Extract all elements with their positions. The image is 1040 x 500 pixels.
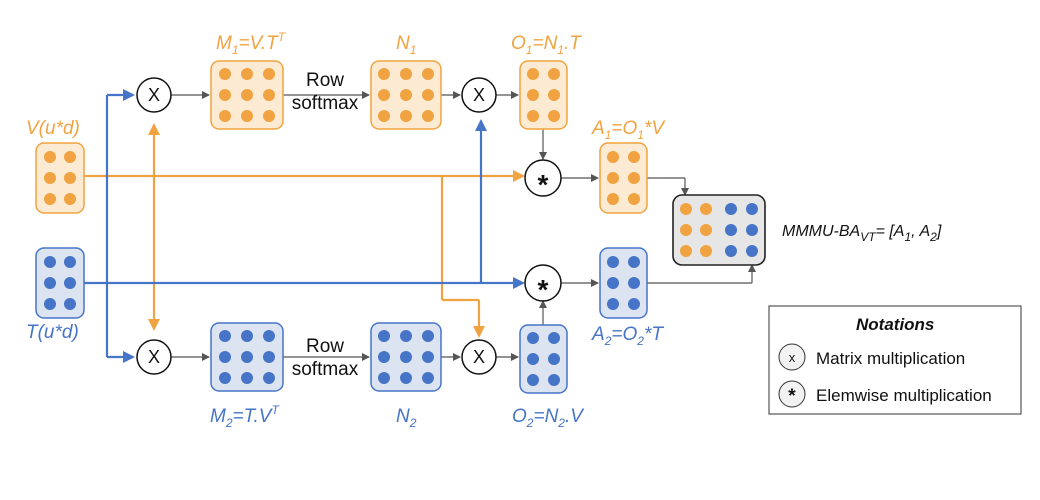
blue-connectors — [84, 89, 525, 363]
matmul-node-bottom-right: X — [461, 339, 497, 375]
gray-connectors — [171, 91, 756, 361]
legend-matmul-symbol: x — [789, 350, 796, 365]
m1-label: M1=V.TT — [216, 30, 287, 57]
svg-text:X: X — [148, 85, 160, 105]
notations-legend: Notations x Matrix multiplication * Elem… — [768, 305, 1022, 415]
matrix-n2 — [370, 322, 442, 392]
row-softmax-bottom-line1: Row — [306, 336, 344, 357]
o1-label: O1=N1.T — [511, 33, 582, 57]
row-softmax-top-line1: Row — [306, 70, 344, 91]
matmul-node-top-left: X — [136, 77, 172, 113]
a2-label: A2=O2*T — [591, 324, 664, 348]
matrix-a2 — [599, 247, 648, 319]
matrix-o2 — [519, 324, 568, 394]
matmul-node-bottom-left: X — [136, 339, 172, 375]
matrix-t-input — [35, 247, 85, 319]
elemwise-node-top: * — [524, 159, 562, 200]
row-softmax-top-line2: softmax — [292, 93, 359, 114]
matrix-a1 — [599, 142, 648, 214]
n2-label: N2 — [396, 406, 417, 430]
matrix-v-input — [35, 142, 85, 214]
svg-text:*: * — [538, 274, 549, 305]
o2-label: O2=N2.V — [512, 406, 585, 430]
m2-label: M2=T.VT — [210, 403, 280, 430]
legend-matmul-label: Matrix multiplication — [816, 349, 965, 368]
matrix-m2 — [210, 322, 284, 392]
result-formula: MMMU-BAVT= [A1, A2] — [782, 223, 942, 244]
svg-text:X: X — [473, 347, 485, 367]
a1-label: A1=O1*V — [591, 118, 666, 142]
orange-connectors — [84, 123, 525, 338]
legend-title: Notations — [856, 315, 934, 334]
t-input-label: T(u*d) — [26, 322, 79, 343]
legend-elemwise-label: Elemwise multiplication — [816, 386, 992, 405]
svg-text:X: X — [473, 85, 485, 105]
matrix-result — [672, 194, 766, 266]
matrix-n1 — [370, 60, 442, 130]
svg-text:*: * — [538, 169, 549, 200]
matrix-m1 — [210, 60, 284, 130]
v-input-label: V(u*d) — [26, 118, 80, 139]
legend-elemwise-symbol: * — [788, 386, 796, 407]
matrix-o1 — [519, 60, 568, 130]
matmul-node-top-right: X — [461, 77, 497, 113]
n1-label: N1 — [396, 33, 416, 57]
row-softmax-bottom-line2: softmax — [292, 359, 359, 380]
svg-text:X: X — [148, 347, 160, 367]
elemwise-node-bottom: * — [524, 264, 562, 305]
